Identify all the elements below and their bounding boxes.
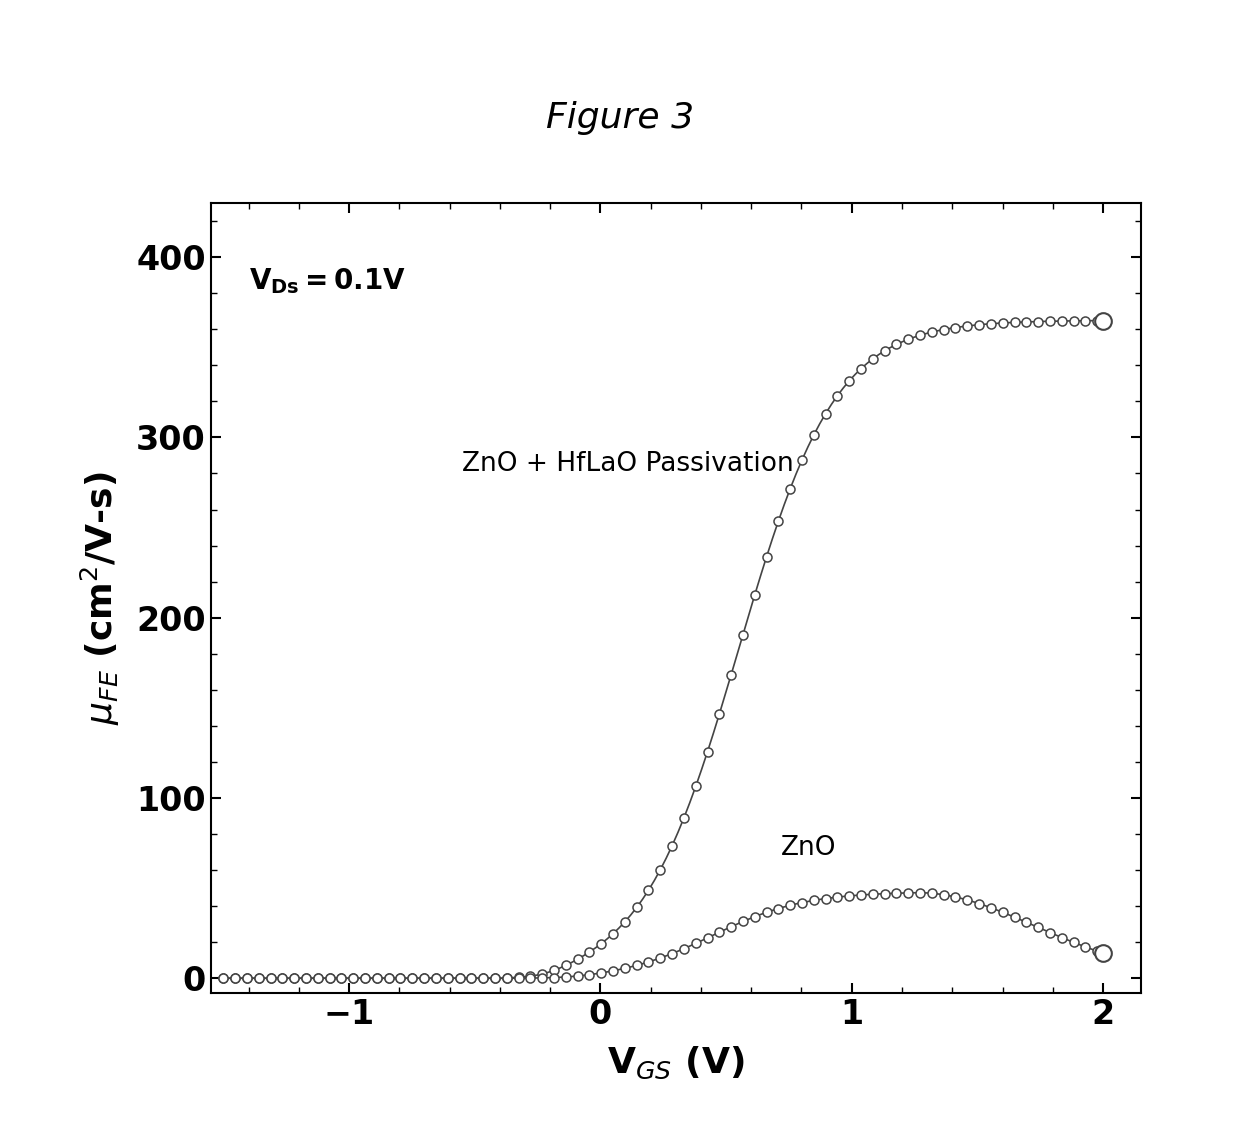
Text: $\mathbf{V_{Ds}}$$\mathbf{= 0.1 V}$: $\mathbf{V_{Ds}}$$\mathbf{= 0.1 V}$ <box>248 266 405 296</box>
Y-axis label: $\mu_{FE}$ (cm$^2$/V-s): $\mu_{FE}$ (cm$^2$/V-s) <box>79 472 123 724</box>
Text: ZnO: ZnO <box>781 836 837 862</box>
Text: Figure 3: Figure 3 <box>546 102 694 135</box>
Text: ZnO + HfLaO Passivation: ZnO + HfLaO Passivation <box>463 451 794 477</box>
X-axis label: V$_{GS}$ (V): V$_{GS}$ (V) <box>608 1045 744 1081</box>
